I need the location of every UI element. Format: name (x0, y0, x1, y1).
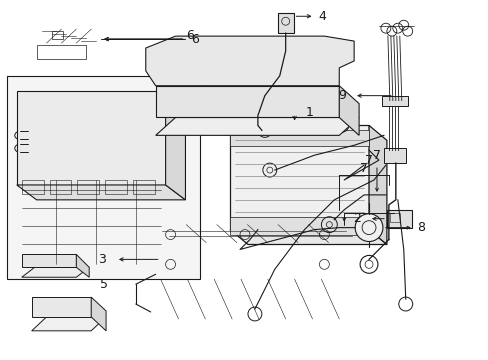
Text: 6: 6 (186, 29, 194, 42)
Bar (386, 210, 411, 228)
Polygon shape (155, 117, 358, 135)
Text: 5: 5 (100, 278, 108, 291)
Text: 1: 1 (305, 106, 313, 119)
Polygon shape (32, 297, 91, 317)
Text: 4: 4 (318, 10, 325, 23)
Bar (381, 96, 407, 105)
Bar (133, 180, 154, 194)
Bar (37, 45, 86, 59)
Bar (37, 91, 54, 99)
Bar (252, 121, 263, 129)
Bar (383, 148, 405, 163)
Text: 7: 7 (359, 162, 367, 175)
Text: 2: 2 (352, 212, 360, 225)
Polygon shape (339, 86, 358, 135)
Bar (277, 13, 293, 33)
Polygon shape (155, 86, 339, 117)
Polygon shape (368, 125, 386, 244)
Bar (30, 158, 44, 168)
Polygon shape (91, 297, 106, 331)
Bar (81, 150, 91, 162)
Polygon shape (17, 91, 165, 185)
Text: 7: 7 (364, 154, 372, 167)
Circle shape (249, 117, 265, 132)
Bar (37, 150, 46, 162)
Polygon shape (165, 91, 185, 200)
Bar (7, 76, 200, 279)
Polygon shape (17, 185, 185, 200)
Circle shape (253, 121, 262, 129)
Bar (230, 130, 368, 146)
Bar (96, 150, 106, 162)
Bar (21, 180, 43, 194)
Bar (66, 150, 76, 162)
Bar (51, 150, 61, 162)
Bar (111, 150, 121, 162)
Bar (77, 180, 99, 194)
Bar (49, 180, 71, 194)
Text: 3: 3 (98, 253, 106, 266)
Text: 9: 9 (338, 89, 346, 102)
Circle shape (354, 214, 382, 242)
Text: 6: 6 (191, 33, 199, 46)
Polygon shape (230, 125, 368, 230)
Text: 8: 8 (417, 221, 425, 234)
Bar (32, 148, 131, 166)
Bar (51, 31, 63, 39)
Bar (336, 121, 346, 129)
Text: 7: 7 (372, 149, 380, 162)
Polygon shape (32, 317, 106, 331)
Polygon shape (21, 267, 89, 277)
Bar (389, 213, 399, 222)
Bar (230, 217, 368, 235)
Bar (105, 180, 127, 194)
Polygon shape (76, 255, 89, 277)
Polygon shape (21, 255, 76, 267)
Polygon shape (230, 230, 386, 244)
Circle shape (337, 121, 345, 129)
Polygon shape (145, 36, 353, 86)
Circle shape (333, 117, 348, 132)
